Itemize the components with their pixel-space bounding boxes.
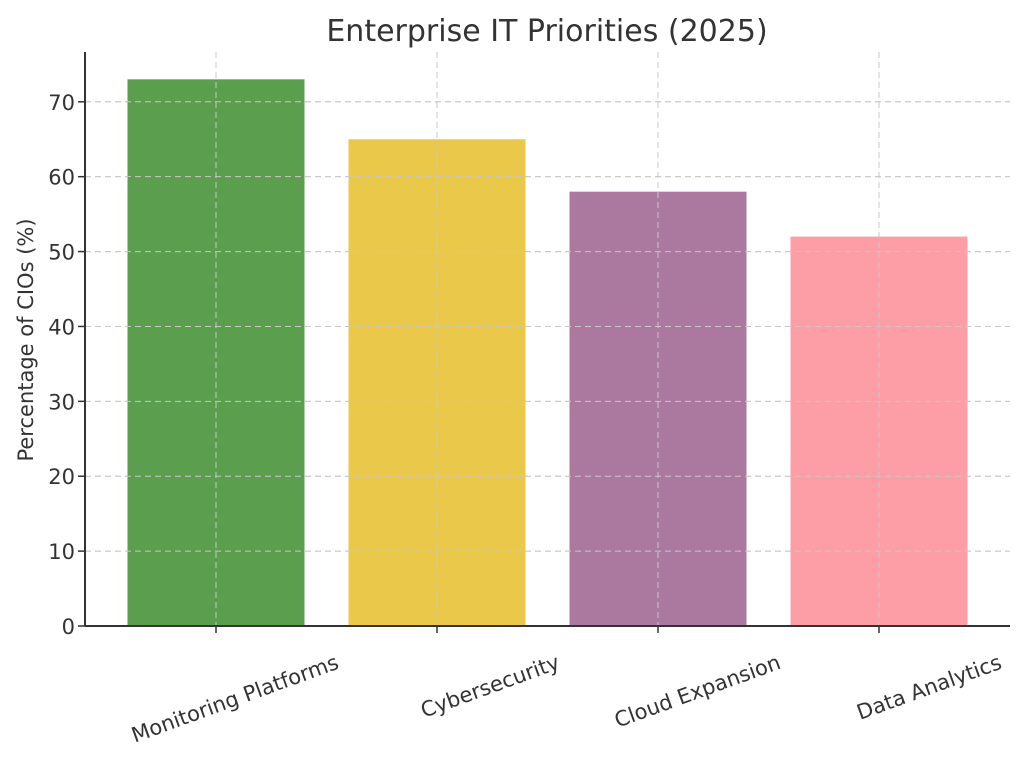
x-tick-label: Cloud Expansion: [611, 650, 783, 732]
y-tick-label: 50: [48, 241, 75, 265]
bar: [790, 236, 968, 626]
y-tick-label: 20: [48, 465, 75, 489]
y-tick-label: 10: [48, 540, 75, 564]
axis-layer: [84, 52, 1010, 627]
tick-layer: 0 10 20 30 40 50 60 70: [48, 91, 880, 639]
y-axis-label: Percentage of CIOs (%): [14, 218, 38, 461]
x-tick-label: Monitoring Platforms: [128, 650, 342, 747]
label-layer: Monitoring Platforms Cybersecurity Cloud E…: [128, 650, 1005, 747]
x-tick-label: Data Analytics: [853, 650, 1004, 725]
bar-layer: [127, 79, 968, 627]
y-tick-label: 70: [48, 91, 75, 115]
y-tick-label: 0: [62, 615, 75, 639]
chart-title: Enterprise IT Priorities (2025): [326, 14, 767, 49]
y-tick-label: 60: [48, 166, 75, 190]
y-tick-label: 30: [48, 390, 75, 414]
x-tick-label: Cybersecurity: [417, 650, 562, 722]
grid-overlay: [85, 52, 1010, 626]
y-tick-label: 40: [48, 315, 75, 339]
